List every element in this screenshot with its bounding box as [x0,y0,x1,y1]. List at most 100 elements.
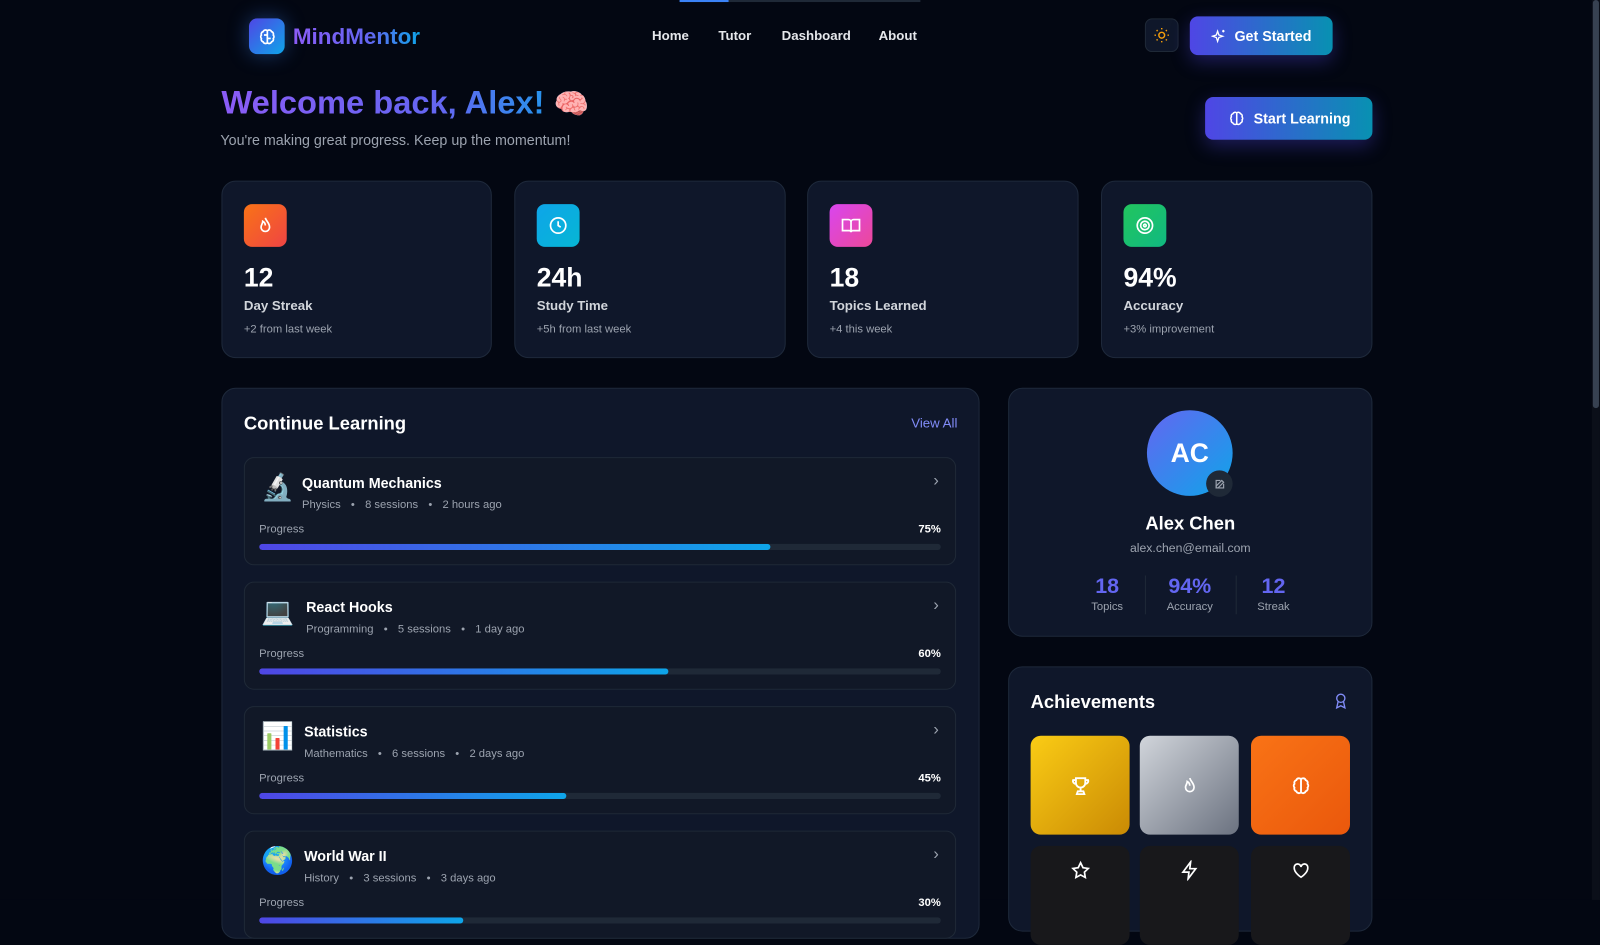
edit-avatar-button[interactable] [1206,470,1233,497]
stat-change: +4 this week [829,323,893,336]
welcome-title: Welcome back, Alex! 🧠 [221,83,590,121]
brain-icon [1229,111,1243,126]
course-title: Statistics [304,723,368,740]
start-learning-button[interactable]: Start Learning [1205,96,1373,140]
stat-card-study-time: 24h Study Time +5h from last week [514,180,786,359]
stat-change: +2 from last week [243,323,333,336]
profile-email: alex.chen@email.com [1129,540,1251,556]
progress-value: 75% [918,523,941,536]
course-meta: History • 3 sessions • 3 days ago [304,872,496,885]
sun-icon [1154,27,1169,43]
course-meta: Programming • 5 sessions • 1 day ago [306,623,525,636]
course-title: React Hooks [306,598,393,616]
section-title: Achievements [1030,691,1156,713]
sparkles-icon [1210,28,1225,43]
section-title: Continue Learning [243,413,407,434]
flame-icon [243,204,287,247]
stat-label: Study Time [536,297,608,314]
brain-logo-icon[interactable] [248,18,285,55]
progress-value: 45% [918,772,941,785]
course-emoji-icon: 📊 [261,721,295,753]
achievement-tile-trophy[interactable] [1030,735,1130,835]
nav-tutor[interactable]: Tutor [718,27,752,43]
course-emoji-icon: 🔬 [261,472,295,504]
stat-card-topics: 18 Topics Learned +4 this week [807,180,1079,359]
stat-value: 94% [1123,262,1177,293]
course-meta: Mathematics • 6 sessions • 2 days ago [304,747,525,761]
award-icon[interactable] [1333,692,1349,710]
course-emoji-icon: 🌍 [261,845,295,877]
progress-label: Progress [259,896,305,910]
get-started-button[interactable]: Get Started [1189,16,1333,56]
brand-name[interactable]: MindMentor [292,23,421,49]
chevron-right-icon[interactable]: › [933,721,939,739]
stat-label: Accuracy [1123,297,1184,314]
course-item[interactable]: 💻 React Hooks Programming • 5 sessions • 1 d… [243,581,957,690]
nav-about[interactable]: About [878,27,917,43]
stat-card-accuracy: 94% Accuracy +3% improvement [1101,180,1373,359]
achievement-tile-star-locked[interactable] [1030,845,1130,945]
nav-dashboard[interactable]: Dashboard [781,27,851,43]
progress-bar [259,668,941,675]
page-scrollbar[interactable] [1591,0,1600,900]
stat-value: 12 [243,262,274,293]
continue-learning-panel: Continue Learning View All 🔬 Quantum Mec… [221,387,980,939]
course-emoji-icon: 💻 [261,596,295,628]
course-title: World War II [304,847,387,865]
course-title: Quantum Mechanics [302,474,442,491]
progress-value: 30% [918,896,941,910]
chevron-right-icon[interactable]: › [933,472,939,490]
heart-icon [1292,862,1309,878]
clock-icon [536,204,580,247]
course-item[interactable]: 🌍 World War II History • 3 sessions • 3 days… [243,830,957,939]
profile-card: AC Alex Chen alex.chen@email.com 18 Topic… [1008,387,1373,637]
stat-label: Day Streak [243,297,313,314]
achievement-tile-lightning-locked[interactable] [1139,845,1239,945]
stat-label: Topics Learned [829,297,927,314]
brain-icon [1292,776,1309,794]
profile-stat-accuracy: 94% Accuracy [1166,574,1213,614]
theme-toggle-button[interactable] [1144,18,1179,53]
stat-card-streak: 12 Day Streak +2 from last week [221,180,492,359]
stat-change: +3% improvement [1123,323,1215,336]
avatar: AC [1146,410,1233,496]
stat-value: 18 [829,262,860,293]
profile-stat-streak: 12 Streak [1257,574,1290,614]
profile-name: Alex Chen [1145,513,1236,534]
progress-label: Progress [259,772,305,785]
course-item[interactable]: 🔬 Quantum Mechanics Physics • 8 sessions • 2… [243,457,957,566]
course-item[interactable]: 📊 Statistics Mathematics • 6 sessions • 2 da… [243,706,957,815]
stat-value: 24h [536,262,583,293]
progress-bar [259,917,941,924]
welcome-subtitle: You're making great progress. Keep up th… [220,131,571,148]
chevron-right-icon[interactable]: › [933,596,939,615]
get-started-label: Get Started [1234,27,1312,44]
brain-emoji-icon: 🧠 [553,86,590,121]
start-learning-label: Start Learning [1253,110,1351,127]
divider [1235,575,1237,615]
trophy-icon [1071,776,1089,795]
chevron-right-icon[interactable]: › [933,845,939,864]
achievement-tile-heart-locked[interactable] [1251,845,1350,945]
progress-label: Progress [259,523,305,536]
achievement-tile-brain[interactable] [1251,735,1350,835]
profile-stat-topics: 18 Topics [1091,574,1124,614]
star-icon [1070,860,1090,879]
edit-icon [1215,479,1224,488]
target-icon [1123,204,1167,247]
page-loading-indicator [679,0,921,3]
progress-label: Progress [259,647,305,661]
progress-bar [259,792,941,799]
achievements-panel: Achievements [1008,666,1373,945]
view-all-link[interactable]: View All [911,415,958,431]
progress-value: 60% [918,647,941,661]
flame-icon [1184,777,1195,792]
stat-change: +5h from last week [536,323,632,336]
lightning-icon [1180,859,1197,881]
course-meta: Physics • 8 sessions • 2 hours ago [302,498,502,512]
book-icon [829,204,873,247]
nav-home[interactable]: Home [652,27,689,43]
divider [1144,575,1146,615]
progress-bar [259,543,941,550]
achievement-tile-flame[interactable] [1139,735,1239,835]
